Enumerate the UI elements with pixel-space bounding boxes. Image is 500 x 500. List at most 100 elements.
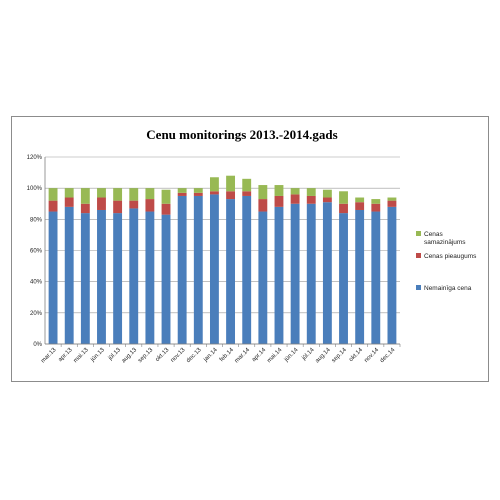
bar-segment — [371, 203, 381, 212]
bar-segment — [161, 189, 171, 204]
bar-segment — [306, 203, 316, 344]
x-tick-label: aug.13 — [121, 347, 139, 365]
bar-segment — [339, 191, 348, 204]
bar-segment — [97, 188, 106, 198]
bar-segment — [242, 178, 252, 192]
bar-segment — [113, 188, 123, 201]
x-tick-label: jūn.14 — [283, 347, 300, 364]
bar-segment — [209, 191, 219, 195]
x-tick-label: nov.14 — [364, 347, 381, 364]
x-tick-label: apr.14 — [251, 347, 268, 364]
bar-segment — [193, 188, 203, 193]
x-tick-label: mar.14 — [234, 347, 252, 365]
legend-label: Cenas pieaugums — [424, 253, 477, 260]
bar-segment — [387, 200, 397, 207]
bar-segment — [322, 189, 332, 198]
bar-segment — [193, 192, 203, 196]
chart-title: Cenu monitorings 2013.-2014.gads — [146, 127, 337, 142]
bar-segment — [355, 197, 365, 203]
bar-segment — [290, 188, 300, 195]
bar-segment — [209, 177, 219, 192]
chart-svg: Cenu monitorings 2013.-2014.gads 0% 20% 40… — [27, 127, 478, 365]
bar-segment — [177, 188, 187, 193]
bar-segment — [322, 197, 332, 203]
x-tick-label: mai.13 — [73, 347, 90, 364]
bar-segment — [371, 211, 381, 344]
legend-label: Cenas samazinājums — [424, 231, 466, 246]
bar-segment — [145, 199, 155, 212]
bar-segment — [274, 195, 284, 207]
bar-segment — [113, 200, 123, 214]
bar-segment — [177, 192, 187, 196]
x-tick-label: jūn.13 — [89, 347, 106, 364]
bar-segment — [226, 175, 236, 192]
bar-segment — [242, 191, 252, 196]
bar-segment — [80, 213, 90, 344]
bar-segment — [97, 197, 106, 210]
bar-segment — [355, 202, 365, 210]
bar-segment — [290, 203, 300, 344]
y-tick-label: 20% — [30, 311, 43, 317]
bar-segment — [48, 211, 58, 344]
bar-segment — [161, 214, 171, 344]
x-tick-label: jan.14 — [202, 347, 219, 364]
bar-segment — [80, 203, 90, 214]
bar-segment — [80, 188, 90, 204]
bar-segment — [48, 188, 58, 201]
bar-segment — [322, 202, 332, 344]
y-tick-label: 0% — [33, 342, 42, 348]
bar-segment — [387, 206, 397, 344]
bar-segment — [145, 211, 155, 344]
bar-segment — [387, 197, 397, 201]
x-tick-label: apr.13 — [58, 347, 75, 364]
bar-segment — [113, 213, 123, 344]
x-tick-label: nov.13 — [170, 347, 187, 364]
x-tick-label: sep.14 — [331, 347, 348, 364]
x-tick-label: aug.14 — [315, 347, 333, 365]
bar-segment — [355, 209, 365, 344]
bar-segment — [64, 188, 74, 198]
legend-label: Nemainīga cena — [424, 285, 472, 292]
legend-swatch — [416, 231, 421, 236]
legend-swatch — [416, 253, 421, 258]
chart-frame: Cenu monitorings 2013.-2014.gads 0% 20% 40… — [11, 116, 489, 382]
x-tick-label: okt.13 — [155, 347, 171, 363]
y-tick-label: 100% — [27, 186, 43, 192]
bar-segment — [129, 188, 139, 201]
bar-segment — [177, 195, 187, 344]
legend: Cenas samazinājums Cenas pieaugums Nemainīg… — [416, 231, 477, 292]
bar-segment — [145, 188, 155, 200]
y-tick-label: 80% — [30, 217, 43, 223]
bar-segment — [97, 209, 106, 344]
x-tick-label: mar.13 — [40, 347, 58, 365]
y-tick-label: 120% — [27, 155, 43, 161]
bar-segment — [306, 195, 316, 204]
bar-segment — [226, 199, 236, 344]
x-tick-label: okt.14 — [348, 347, 364, 363]
bar-segment — [209, 194, 219, 344]
bar-segment — [371, 199, 381, 204]
bar-segment — [48, 200, 58, 212]
bar-layer — [48, 175, 397, 344]
bar-segment — [258, 185, 268, 200]
bar-segment — [64, 206, 74, 344]
bar-segment — [339, 213, 348, 344]
x-tick-label: sep.13 — [137, 347, 154, 364]
y-tick-label: 60% — [30, 249, 43, 255]
bar-segment — [129, 208, 139, 344]
bar-segment — [290, 194, 300, 204]
bar-segment — [274, 185, 284, 196]
bar-segment — [306, 188, 316, 196]
x-tick-label: dec.14 — [379, 347, 396, 364]
bar-segment — [242, 195, 252, 344]
bar-segment — [258, 211, 268, 344]
legend-swatch — [416, 285, 421, 290]
bar-segment — [258, 199, 268, 212]
bar-segment — [129, 200, 139, 209]
y-tick-label: 40% — [30, 280, 43, 286]
bar-segment — [339, 203, 348, 214]
bar-segment — [193, 195, 203, 344]
x-tick-label: mai.14 — [266, 347, 283, 364]
x-tick-label: dec.13 — [186, 347, 203, 364]
bar-segment — [274, 206, 284, 344]
